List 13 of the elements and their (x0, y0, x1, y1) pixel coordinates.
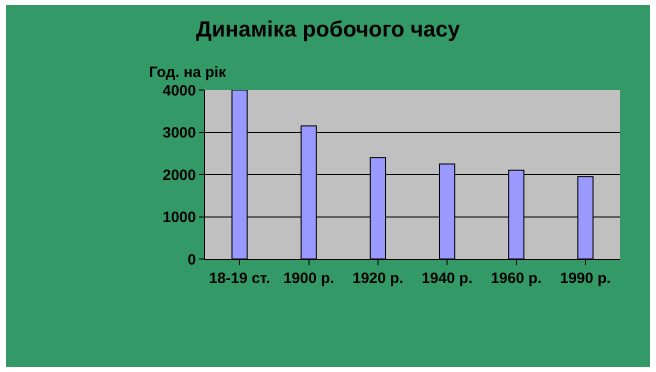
x-tick-label: 1920 р. (352, 270, 404, 287)
x-tick-label: 1990 р. (560, 270, 611, 287)
y-axis-title: Год. на рік (149, 64, 226, 81)
x-tick-label: 1900 р. (283, 270, 334, 287)
x-tick-label: 1960 р. (490, 270, 542, 287)
y-tick-label: 0 (188, 251, 196, 268)
y-tick-label: 2000 (162, 166, 196, 184)
x-tick-label: 18-19 ст. (209, 270, 270, 287)
chart-title: Динаміка робочого часу (196, 16, 461, 42)
y-tick-label: 1000 (162, 209, 196, 226)
x-tick-label: 1940 р. (422, 270, 473, 287)
y-tick-label: 4000 (162, 82, 196, 100)
y-tick-label: 3000 (162, 124, 196, 142)
